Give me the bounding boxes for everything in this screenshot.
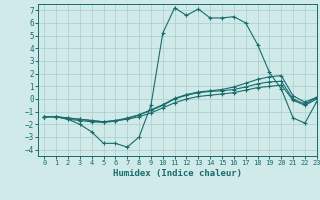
X-axis label: Humidex (Indice chaleur): Humidex (Indice chaleur) (113, 169, 242, 178)
